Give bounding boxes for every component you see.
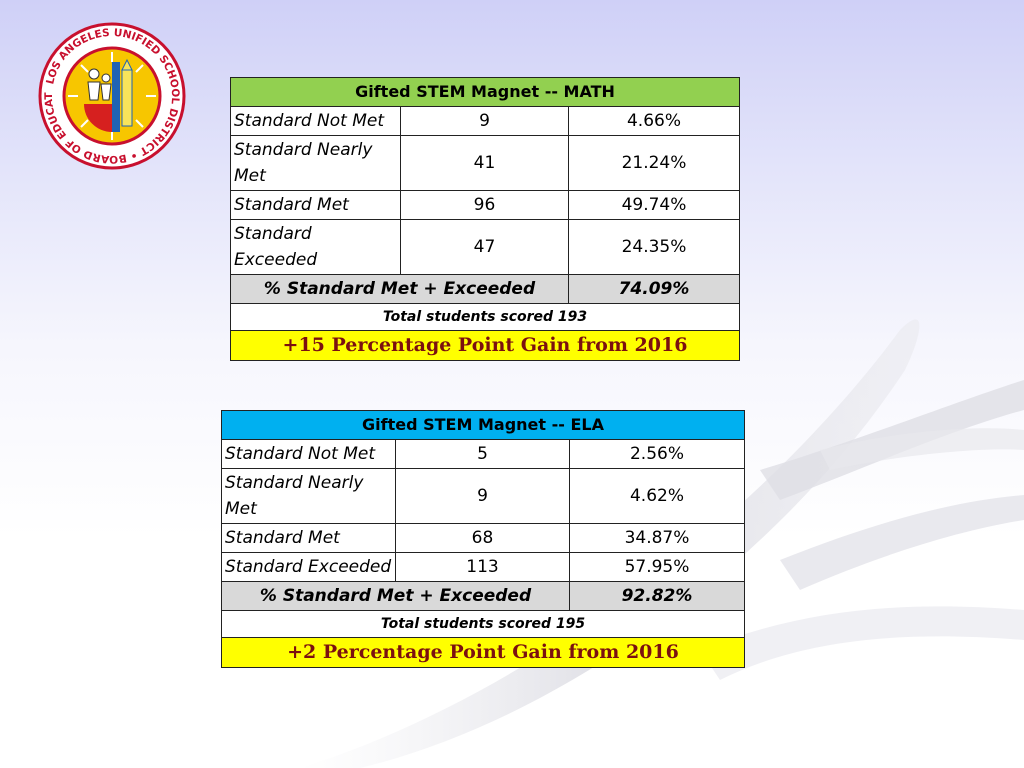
row-label: Standard Nearly Met [221,468,396,524]
row-count: 47 [400,219,569,275]
row-percent: 49.74% [568,190,740,220]
row-percent: 34.87% [569,523,745,553]
gain-text: +15 Percentage Point Gain from 2016 [230,330,740,361]
row-percent: 24.35% [568,219,740,275]
row-label: Standard Nearly Met [230,135,401,191]
summary-label: % Standard Met + Exceeded [230,274,569,304]
table-row: Standard Exceeded 47 24.35% [230,219,740,275]
summary-value: 74.09% [568,274,740,304]
gain-text: +2 Percentage Point Gain from 2016 [221,637,745,668]
row-count: 41 [400,135,569,191]
row-percent: 57.95% [569,552,745,582]
math-gain-row: +15 Percentage Point Gain from 2016 [230,330,740,361]
row-count: 9 [400,106,569,136]
math-table-header-row: Gifted STEM Magnet -- MATH [230,77,740,107]
row-label: Standard Exceeded [230,219,401,275]
ela-summary-row: % Standard Met + Exceeded 92.82% [221,581,745,611]
ela-results-table: Gifted STEM Magnet -- ELA Standard Not M… [221,410,745,668]
table-row: Standard Nearly Met 9 4.62% [221,468,745,524]
row-label: Standard Not Met [221,439,396,469]
math-results-table: Gifted STEM Magnet -- MATH Standard Not … [230,77,740,361]
total-students: Total students scored 193 [230,303,740,331]
table-row: Standard Exceeded 113 57.95% [221,552,745,582]
row-percent: 4.62% [569,468,745,524]
math-summary-row: % Standard Met + Exceeded 74.09% [230,274,740,304]
table-row: Standard Met 68 34.87% [221,523,745,553]
ela-total-row: Total students scored 195 [221,610,745,638]
row-count: 5 [395,439,570,469]
summary-label: % Standard Met + Exceeded [221,581,570,611]
ela-table-title: Gifted STEM Magnet -- ELA [221,410,745,440]
row-count: 68 [395,523,570,553]
ela-table-header-row: Gifted STEM Magnet -- ELA [221,410,745,440]
table-row: Standard Not Met 5 2.56% [221,439,745,469]
district-seal-logo: LOS ANGELES UNIFIED SCHOOL DISTRICT • BO… [38,22,186,170]
row-label: Standard Not Met [230,106,401,136]
row-label: Standard Exceeded [221,552,396,582]
math-total-row: Total students scored 193 [230,303,740,331]
row-percent: 2.56% [569,439,745,469]
table-row: Standard Not Met 9 4.66% [230,106,740,136]
row-label: Standard Met [230,190,401,220]
row-percent: 4.66% [568,106,740,136]
row-count: 96 [400,190,569,220]
row-percent: 21.24% [568,135,740,191]
row-count: 9 [395,468,570,524]
total-students: Total students scored 195 [221,610,745,638]
table-row: Standard Nearly Met 41 21.24% [230,135,740,191]
table-row: Standard Met 96 49.74% [230,190,740,220]
ela-gain-row: +2 Percentage Point Gain from 2016 [221,637,745,668]
row-label: Standard Met [221,523,396,553]
summary-value: 92.82% [569,581,745,611]
math-table-title: Gifted STEM Magnet -- MATH [230,77,740,107]
row-count: 113 [395,552,570,582]
